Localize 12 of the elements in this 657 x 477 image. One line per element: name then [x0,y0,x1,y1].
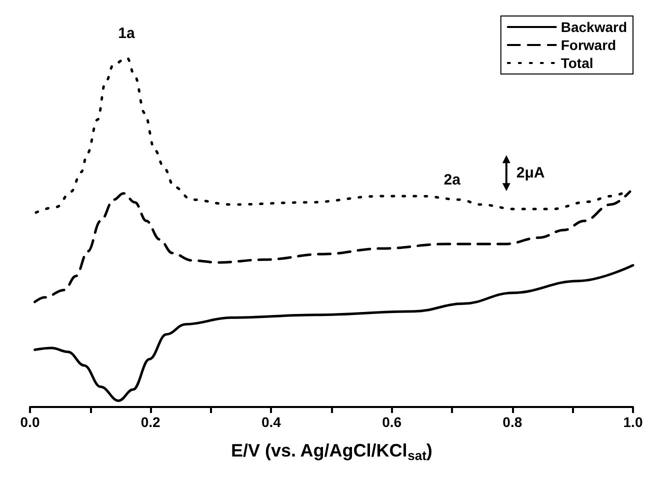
legend-label: Total [560,55,594,71]
text: 1a [118,24,136,42]
legend-label: Forward [560,37,616,53]
x-tick-label: 0.4 [261,414,282,430]
x-tick-label: 0.6 [382,414,402,430]
legend-label: Backward [560,19,628,35]
annotation: 2a [444,172,462,189]
x-tick-label: 0.0 [20,414,40,430]
x-tick-label: 0.8 [502,414,522,430]
x-tick-label: 0.2 [140,414,161,430]
annotation: 2μA [516,164,545,182]
x-tick-label: 1.0 [623,414,643,430]
